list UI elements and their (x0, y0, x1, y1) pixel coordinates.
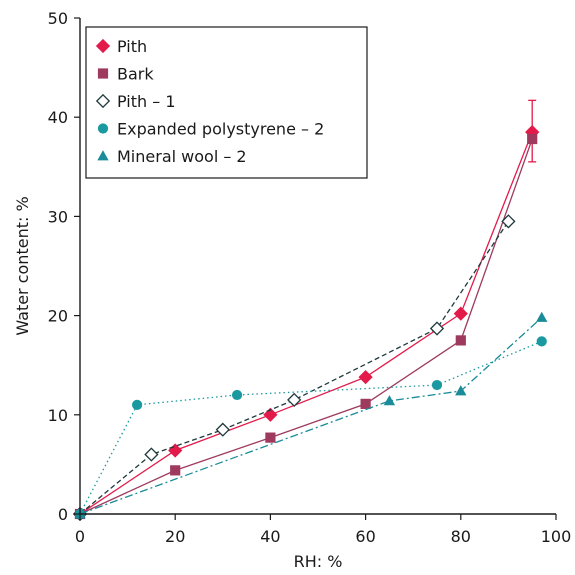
y-tick-label: 30 (48, 207, 68, 226)
legend-item: Pith – 1 (95, 92, 176, 111)
data-point (265, 432, 276, 443)
legend-label: Pith – 1 (117, 92, 176, 111)
y-tick-label: 40 (48, 108, 68, 127)
data-point (536, 336, 547, 347)
series-line (79, 317, 543, 515)
y-tick-label: 10 (48, 406, 68, 425)
data-point (453, 306, 468, 321)
x-tick-label: 40 (260, 527, 280, 546)
data-point (231, 389, 243, 401)
legend-item: Pith (95, 37, 147, 56)
y-tick-label: 50 (48, 9, 68, 28)
data-point (536, 311, 548, 322)
plot-area (72, 99, 548, 522)
x-tick-label: 80 (451, 527, 471, 546)
data-point (431, 379, 443, 391)
legend-item: Bark (97, 65, 154, 84)
y-tick-label: 0 (58, 505, 68, 524)
data-point (455, 335, 466, 346)
x-tick-label: 60 (355, 527, 375, 546)
data-point (170, 465, 181, 476)
y-axis-title: Water content: % (13, 196, 32, 335)
data-point (429, 321, 445, 336)
data-point (132, 399, 143, 410)
legend-marker (97, 123, 109, 134)
x-tick-label: 20 (165, 527, 185, 546)
data-point (144, 447, 159, 462)
data-point (287, 392, 302, 408)
series-line (79, 131, 533, 515)
legend-marker (97, 68, 109, 79)
series-line (79, 340, 542, 515)
legend-label: Pith (117, 37, 147, 56)
legend-item: Mineral wool – 2 (97, 147, 247, 166)
x-axis-title: RH: % (294, 552, 343, 571)
legend-marker (97, 150, 109, 161)
legend-marker (95, 93, 111, 109)
data-point (360, 398, 371, 409)
series-4 (74, 311, 548, 519)
y-tick-label: 20 (48, 307, 68, 326)
legend-item: Expanded polystyrene – 2 (97, 120, 324, 139)
axes: 0 10 20 30 40 50 0 20 40 60 80 100 (48, 9, 572, 546)
data-point (527, 133, 538, 145)
data-point (455, 385, 467, 396)
data-point (358, 369, 373, 385)
series-1 (74, 133, 538, 520)
legend: Pith Bark Pith – 1 Expanded polystyrene – 2… (85, 26, 368, 179)
data-point (215, 422, 230, 437)
data-point (383, 395, 396, 406)
legend-label: Bark (117, 65, 154, 84)
series-line (79, 138, 533, 515)
x-tick-label: 0 (75, 527, 85, 546)
x-tick-label: 100 (541, 527, 572, 546)
legend-label: Expanded polystyrene – 2 (117, 120, 324, 139)
legend-box (85, 26, 368, 179)
data-point (168, 443, 183, 458)
series-line (79, 220, 509, 515)
data-point (501, 214, 516, 229)
series-3 (74, 336, 547, 520)
legend-marker (95, 38, 111, 54)
legend-label: Mineral wool – 2 (117, 147, 247, 166)
